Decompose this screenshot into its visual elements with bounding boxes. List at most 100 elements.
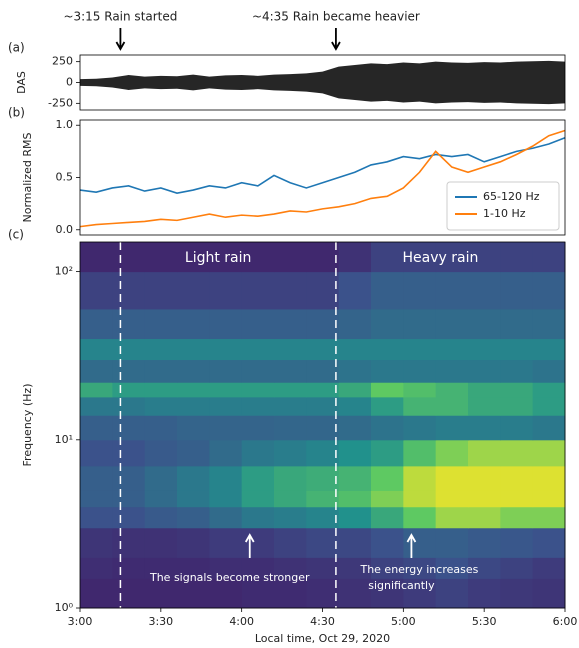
- heatmap-cell: [144, 271, 178, 310]
- heatmap-cell: [209, 308, 243, 340]
- heatmap-cell: [371, 308, 404, 340]
- y-tick-label: 250: [52, 55, 73, 68]
- x-tick-label: 3:00: [68, 615, 93, 628]
- event-arrow: [115, 28, 126, 51]
- heatmap-cell: [306, 506, 340, 529]
- heatmap-cell: [403, 308, 437, 340]
- heatmap-cell: [371, 415, 404, 441]
- heatmap-cell: [338, 271, 372, 310]
- heatmap-cell: [306, 242, 340, 273]
- heatmap-cell: [241, 527, 275, 558]
- heatmap-cell: [403, 578, 437, 609]
- heatmap-cell: [532, 506, 566, 529]
- heatmap-cell: [112, 396, 146, 416]
- heatmap-cell: [532, 338, 566, 361]
- heatmap-cell: [112, 557, 146, 579]
- heatmap-cell: [500, 338, 534, 361]
- heatmap-cell: [403, 242, 437, 273]
- heatmap-cell: [403, 271, 437, 310]
- legend: [446, 181, 560, 231]
- heatmap-cell: [371, 271, 404, 310]
- y-tick-label: 0.0: [56, 223, 74, 236]
- y-tick-label: 10¹: [55, 433, 73, 446]
- heatmap-cell: [435, 382, 469, 398]
- heatmap-cell: [500, 506, 534, 529]
- heatmap-cell: [532, 271, 566, 310]
- heatmap-cell: [80, 338, 113, 361]
- heatmap-cell: [80, 308, 113, 340]
- heatmap-cell: [338, 465, 372, 491]
- heatmap-cell: [209, 439, 243, 467]
- heatmap-cell: [306, 382, 340, 398]
- heatmap-cell: [371, 490, 404, 508]
- heatmap-cell: [468, 557, 501, 579]
- annotation: The signals become stronger: [149, 571, 310, 584]
- heatmap-cell: [403, 415, 437, 441]
- heatmap-cell: [532, 396, 566, 416]
- heatmap-cell: [274, 557, 307, 579]
- heatmap-cell: [274, 308, 307, 340]
- annotation: The energy increases significantly: [359, 563, 478, 592]
- heatmap-cell: [532, 578, 566, 609]
- heatmap-cell: [241, 308, 275, 340]
- heatmap-cell: [274, 359, 307, 383]
- heatmap-cell: [532, 415, 566, 441]
- heatmap-cell: [241, 396, 275, 416]
- heatmap-cell: [500, 439, 534, 467]
- heatmap-cell: [435, 271, 469, 310]
- heatmap-cell: [112, 359, 146, 383]
- heatmap-cell: [112, 506, 146, 529]
- heatmap-cell: [209, 271, 243, 310]
- heatmap-cell: [112, 578, 146, 609]
- heatmap-cell: [371, 242, 404, 273]
- heatmap-cell: [80, 271, 113, 310]
- annotation-line: The energy increases: [359, 563, 478, 576]
- heatmap-cell: [500, 557, 534, 579]
- heatmap-cell: [500, 359, 534, 383]
- x-tick-label: 5:30: [472, 615, 497, 628]
- heatmap-cell: [468, 465, 501, 491]
- heatmap-cell: [403, 338, 437, 361]
- region-label: Heavy rain: [403, 250, 479, 266]
- heatmap-cell: [80, 439, 113, 467]
- heatmap-cell: [532, 242, 566, 273]
- heatmap-cell: [80, 527, 113, 558]
- legend-label: 1-10 Hz: [483, 207, 526, 220]
- y-axis-label: Frequency (Hz): [21, 384, 34, 467]
- heatmap-cell: [274, 396, 307, 416]
- waveform: [80, 60, 565, 105]
- heatmap-cell: [274, 242, 307, 273]
- heatmap-cell: [500, 308, 534, 340]
- heatmap-cell: [435, 578, 469, 609]
- heatmap-cell: [144, 490, 178, 508]
- heatmap-cell: [80, 382, 113, 398]
- annotation-line: significantly: [368, 579, 435, 592]
- y-axis-label: Normalized RMS: [21, 132, 34, 222]
- heatmap-cell: [500, 527, 534, 558]
- heatmap-cell: [274, 271, 307, 310]
- heatmap-cell: [500, 465, 534, 491]
- heatmap-cell: [371, 338, 404, 361]
- heatmap-cell: [177, 308, 210, 340]
- heatmap-cell: [144, 308, 178, 340]
- heatmap-cell: [371, 578, 404, 609]
- heatmap-cell: [532, 557, 566, 579]
- x-tick-label: 3:30: [148, 615, 173, 628]
- heatmap-cell: [468, 578, 501, 609]
- heatmap-cell: [532, 439, 566, 467]
- heatmap-cell: [112, 527, 146, 558]
- heatmap-cell: [177, 465, 210, 491]
- heatmap-cell: [177, 578, 210, 609]
- heatmap-cell: [338, 578, 372, 609]
- heatmap-cell: [306, 359, 340, 383]
- heatmap-cell: [80, 578, 113, 609]
- heatmap-cell: [500, 396, 534, 416]
- heatmap-cell: [209, 242, 243, 273]
- heatmap-cell: [80, 415, 113, 441]
- x-axis-label: Local time, Oct 29, 2020: [255, 632, 390, 645]
- heatmap-cell: [80, 557, 113, 579]
- heatmap-cell: [403, 506, 437, 529]
- heatmap-cell: [144, 439, 178, 467]
- heatmap-cell: [500, 490, 534, 508]
- heatmap-cell: [338, 242, 372, 273]
